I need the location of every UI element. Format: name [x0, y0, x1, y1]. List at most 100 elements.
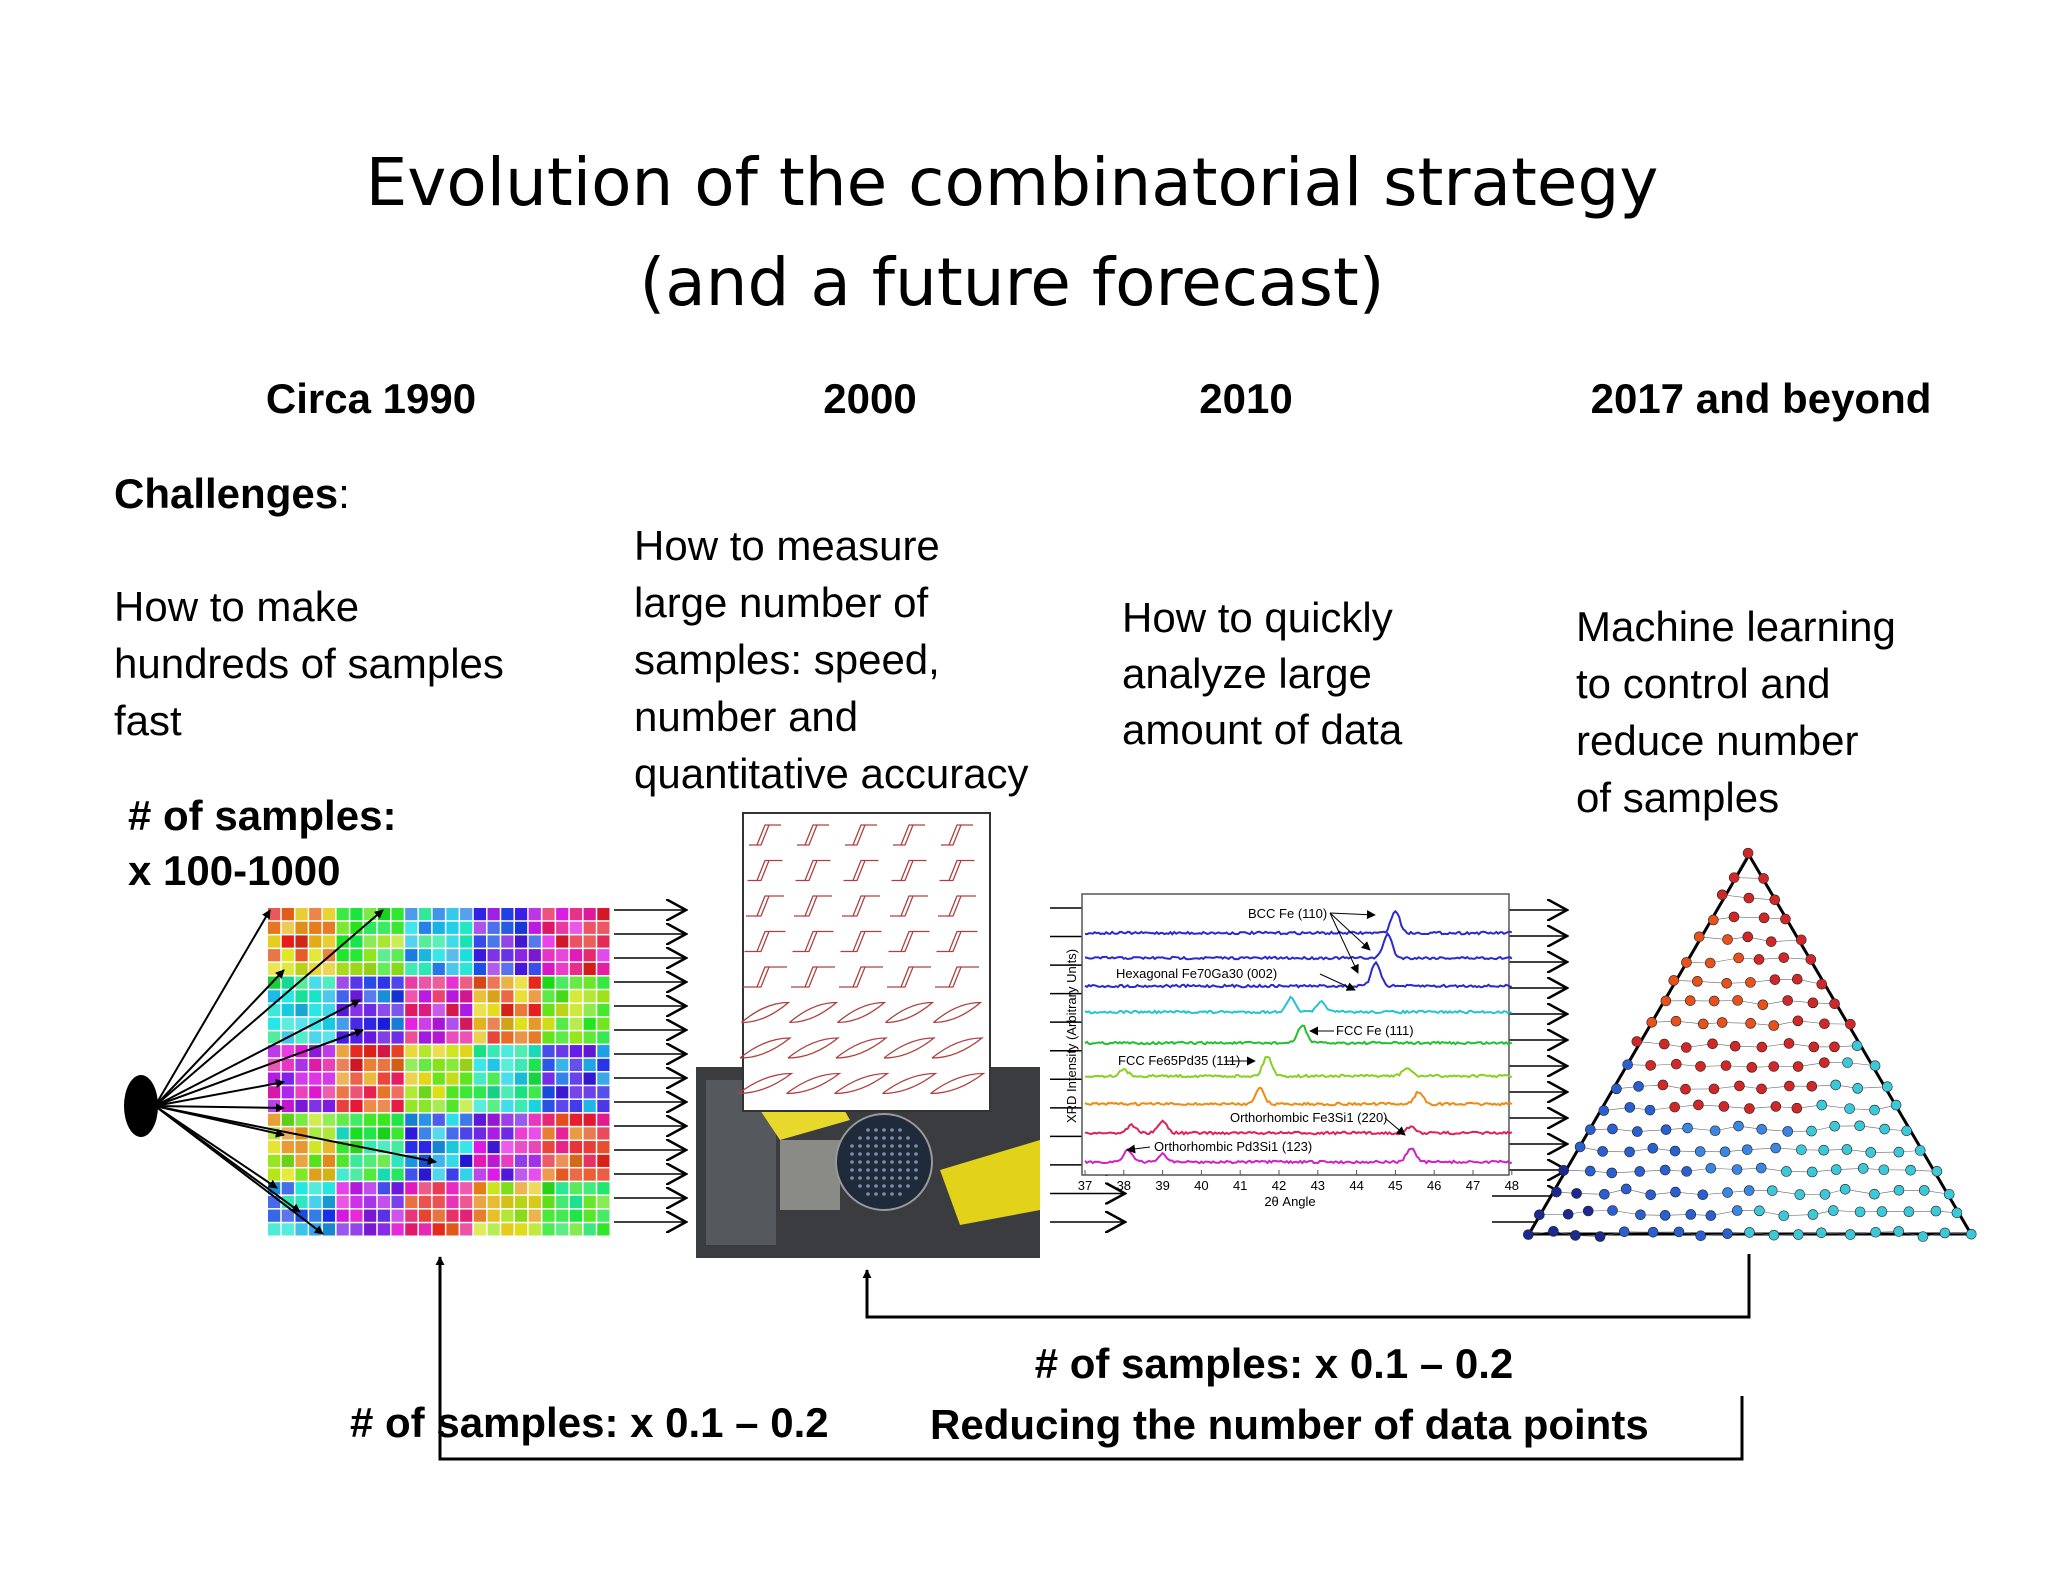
- sample-cell: [268, 1031, 281, 1044]
- sample-cell: [473, 1141, 487, 1154]
- sample-cell: [556, 1209, 569, 1222]
- sample-cell: [418, 990, 432, 1003]
- hysteresis-loop: [930, 1072, 986, 1095]
- composition-point: [1756, 1041, 1768, 1053]
- sample-cell: [405, 1209, 418, 1222]
- composition-point: [1793, 1229, 1804, 1240]
- composition-point: [1721, 977, 1732, 989]
- sample-cell: [268, 976, 281, 989]
- sample-cell: [460, 1141, 473, 1154]
- sample-cell: [309, 976, 322, 989]
- sample-cell: [487, 1017, 500, 1030]
- composition-point: [1633, 1081, 1644, 1092]
- composition-point: [1870, 1226, 1881, 1238]
- sample-cell: [391, 1154, 404, 1167]
- sample-cell: [391, 1141, 404, 1154]
- wafer-dot: [898, 1160, 902, 1164]
- sample-cell: [556, 962, 569, 976]
- sample-cell: [309, 1141, 322, 1154]
- composition-point: [1684, 995, 1696, 1006]
- sample-cell: [364, 1209, 377, 1222]
- sample-cell: [473, 1113, 487, 1126]
- composition-point: [1829, 1120, 1840, 1132]
- sample-cell: [446, 1209, 459, 1222]
- sample-cell: [405, 976, 418, 989]
- wafer-dot: [890, 1192, 894, 1196]
- sample-cell: [322, 1072, 336, 1085]
- composition-point: [1634, 1166, 1646, 1177]
- spray-arrow: [154, 1079, 285, 1107]
- sample-cell: [309, 1031, 322, 1044]
- sample-cell: [487, 949, 500, 962]
- composition-point: [1708, 1083, 1720, 1095]
- challenge-line: large number of: [634, 579, 928, 626]
- sample-cell: [364, 990, 377, 1003]
- composition-point: [1718, 1101, 1730, 1112]
- hysteresis-loop: [845, 824, 877, 846]
- composition-point: [1607, 1205, 1618, 1216]
- hysteresis-loop: [746, 895, 784, 917]
- composition-point: [1778, 952, 1790, 963]
- sample-cell: [460, 1099, 473, 1113]
- sample-cell: [569, 1017, 583, 1030]
- sample-cell: [364, 1223, 377, 1236]
- sample-cell: [309, 990, 322, 1003]
- sample-cell: [473, 1031, 487, 1044]
- composition-point: [1765, 936, 1777, 947]
- wafer-dot: [866, 1152, 870, 1156]
- wafer-dot: [898, 1128, 902, 1132]
- x-tick-label: 47: [1466, 1178, 1480, 1193]
- sample-cell: [268, 1099, 281, 1113]
- sample-cell: [418, 1141, 432, 1154]
- sample-cell: [391, 1195, 404, 1209]
- wafer-dot: [914, 1168, 918, 1172]
- wafer-dot: [882, 1176, 886, 1180]
- sample-cell: [597, 962, 610, 976]
- sample-cell: [487, 1209, 500, 1222]
- composition-point: [1857, 1163, 1869, 1174]
- sample-cell: [528, 1195, 541, 1209]
- composition-point: [1930, 1205, 1942, 1217]
- sample-cell: [405, 1182, 418, 1195]
- composition-point: [1743, 1185, 1755, 1196]
- sample-cell: [528, 1017, 541, 1030]
- sample-cell: [597, 1209, 610, 1222]
- wafer-dot: [882, 1168, 886, 1172]
- sample-cell: [569, 976, 583, 989]
- sample-cell: [405, 1017, 418, 1030]
- composition-point: [1745, 977, 1756, 988]
- sample-cell: [377, 976, 390, 989]
- sample-cell: [473, 976, 487, 989]
- sample-cell: [542, 1141, 555, 1154]
- xrd-curve: [1084, 909, 1513, 936]
- sample-cell: [391, 1031, 404, 1044]
- challenges-colon: :: [338, 470, 350, 517]
- sample-cell: [528, 1182, 541, 1195]
- composition-point: [1624, 1102, 1636, 1113]
- era-label: 2017 and beyond: [1591, 375, 1932, 422]
- xrd-curve: [1084, 1147, 1512, 1165]
- wafer-dot: [890, 1176, 894, 1180]
- peak-label: BCC Fe (110): [1248, 906, 1327, 921]
- wafer-dot: [890, 1144, 894, 1148]
- sample-cell: [281, 935, 294, 948]
- composition-point: [1844, 1103, 1855, 1114]
- sample-cell: [556, 1168, 569, 1181]
- sample-cell: [446, 1003, 459, 1017]
- composition-point: [1828, 1205, 1839, 1216]
- sample-cell: [487, 1168, 500, 1181]
- peak-pointer: [1319, 973, 1356, 991]
- composition-point: [1796, 1144, 1807, 1156]
- sample-cell: [350, 1113, 363, 1126]
- sample-cell: [542, 908, 555, 921]
- sample-cell: [487, 1045, 500, 1058]
- composition-point: [1669, 1145, 1681, 1157]
- sample-cell: [309, 921, 322, 934]
- composition-point: [1659, 1038, 1670, 1050]
- sample-cell: [460, 1154, 473, 1167]
- sample-cell: [597, 1017, 610, 1030]
- sample-cell: [542, 962, 555, 976]
- sample-cell: [597, 1182, 610, 1195]
- x-tick-label: 37: [1078, 1178, 1092, 1193]
- sample-cell: [514, 1113, 528, 1126]
